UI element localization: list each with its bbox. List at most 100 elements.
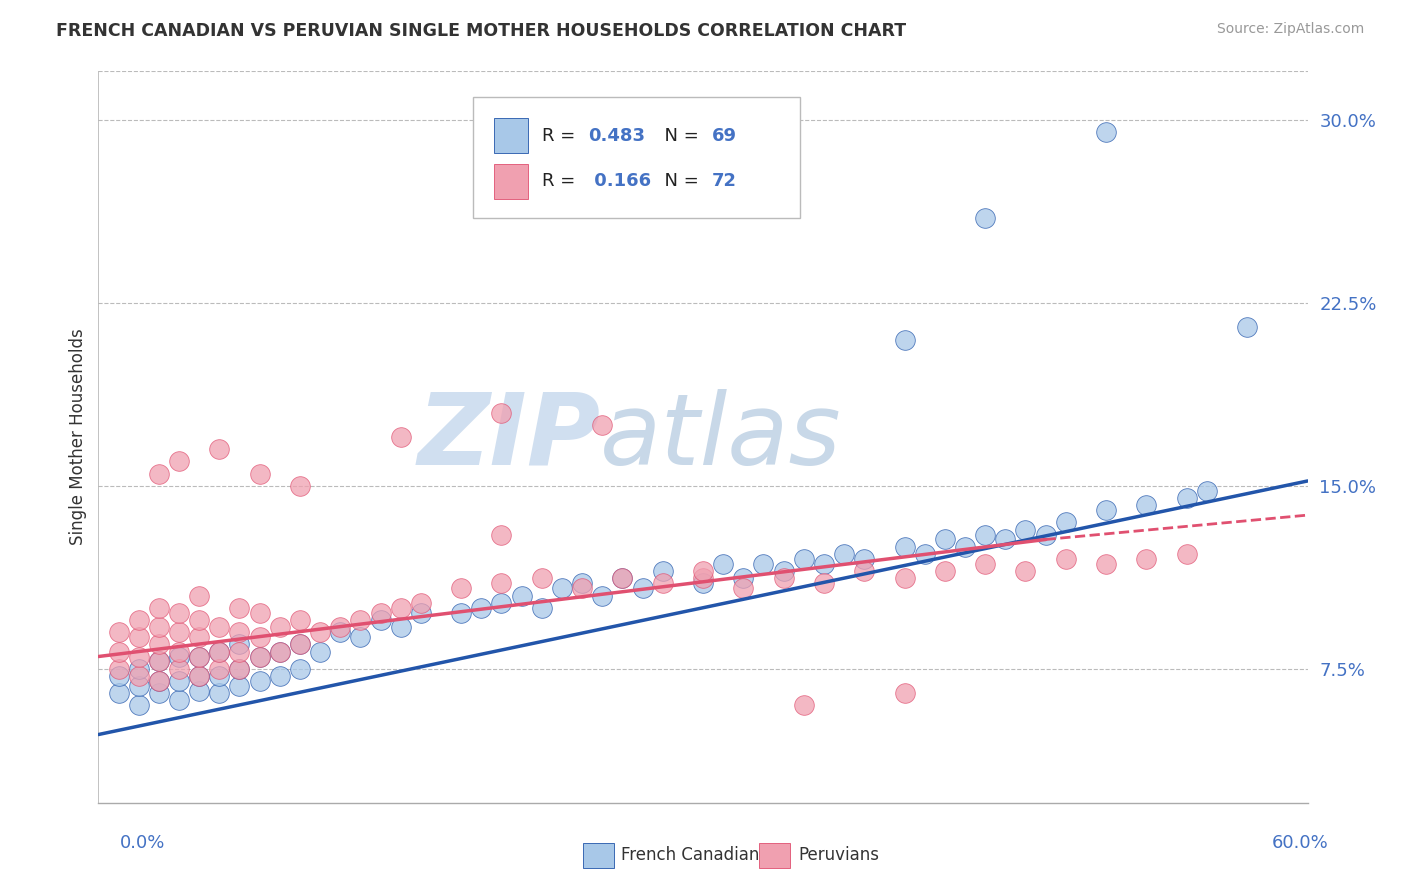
Point xyxy=(752,557,775,571)
Point xyxy=(249,649,271,664)
Point xyxy=(692,564,714,578)
Point xyxy=(733,581,755,595)
Point xyxy=(167,625,190,640)
Point xyxy=(692,576,714,591)
Point xyxy=(551,581,574,595)
Point xyxy=(249,673,271,688)
Point xyxy=(893,333,915,347)
Point xyxy=(389,600,412,615)
Point xyxy=(249,467,271,481)
Point xyxy=(409,606,432,620)
Point xyxy=(188,649,211,664)
Point xyxy=(228,645,250,659)
Point xyxy=(974,557,997,571)
Point xyxy=(1054,552,1077,566)
Point xyxy=(288,662,311,676)
Point xyxy=(389,430,412,444)
FancyBboxPatch shape xyxy=(494,164,527,200)
Point xyxy=(370,606,392,620)
Point xyxy=(269,645,291,659)
Point xyxy=(208,442,231,457)
Point xyxy=(591,417,613,432)
Point xyxy=(188,669,211,683)
FancyBboxPatch shape xyxy=(474,97,800,218)
Text: N =: N = xyxy=(654,127,704,145)
Point xyxy=(288,637,311,651)
Point xyxy=(249,630,271,644)
Point xyxy=(269,645,291,659)
Point xyxy=(530,572,553,586)
Text: 0.483: 0.483 xyxy=(588,127,645,145)
Point xyxy=(188,683,211,698)
Point xyxy=(329,620,352,634)
Point xyxy=(772,572,794,586)
Point xyxy=(128,679,150,693)
Point xyxy=(167,693,190,707)
Point xyxy=(228,662,250,676)
Point xyxy=(148,467,170,481)
Point xyxy=(309,645,332,659)
Point xyxy=(571,576,593,591)
Point xyxy=(1095,503,1118,517)
Point xyxy=(148,600,170,615)
Text: French Canadians: French Canadians xyxy=(621,846,769,863)
Point xyxy=(288,479,311,493)
Point xyxy=(1135,499,1157,513)
Point xyxy=(733,572,755,586)
Point xyxy=(651,576,673,591)
Point xyxy=(651,564,673,578)
Point xyxy=(329,625,352,640)
Point xyxy=(167,662,190,676)
Point xyxy=(128,698,150,713)
Point xyxy=(208,686,231,700)
Point xyxy=(389,620,412,634)
Point xyxy=(853,552,876,566)
Text: 0.0%: 0.0% xyxy=(120,834,165,852)
Point xyxy=(571,581,593,595)
Point xyxy=(832,547,855,561)
Text: R =: R = xyxy=(543,172,581,190)
Point xyxy=(491,596,513,610)
FancyBboxPatch shape xyxy=(494,118,527,153)
Point xyxy=(409,596,432,610)
Text: 69: 69 xyxy=(711,127,737,145)
Point xyxy=(148,673,170,688)
Point xyxy=(208,645,231,659)
Point xyxy=(1175,547,1198,561)
Text: 0.166: 0.166 xyxy=(588,172,651,190)
Point xyxy=(128,630,150,644)
Point xyxy=(1175,491,1198,505)
Text: R =: R = xyxy=(543,127,581,145)
Point xyxy=(249,606,271,620)
Point xyxy=(994,533,1017,547)
Point xyxy=(167,454,190,468)
Point xyxy=(208,669,231,683)
Point xyxy=(188,630,211,644)
Point xyxy=(349,613,371,627)
Point xyxy=(167,606,190,620)
Point xyxy=(470,600,492,615)
Point xyxy=(953,540,976,554)
Point xyxy=(914,547,936,561)
Point xyxy=(349,630,371,644)
Point xyxy=(1095,125,1118,139)
Point xyxy=(893,572,915,586)
Point xyxy=(269,669,291,683)
Point xyxy=(208,645,231,659)
Point xyxy=(228,600,250,615)
Point xyxy=(450,581,472,595)
Text: FRENCH CANADIAN VS PERUVIAN SINGLE MOTHER HOUSEHOLDS CORRELATION CHART: FRENCH CANADIAN VS PERUVIAN SINGLE MOTHE… xyxy=(56,22,907,40)
Point xyxy=(510,589,533,603)
Point xyxy=(128,669,150,683)
Point xyxy=(228,637,250,651)
Point xyxy=(167,645,190,659)
Point xyxy=(631,581,654,595)
Point xyxy=(974,211,997,225)
Point xyxy=(813,557,835,571)
Point xyxy=(853,564,876,578)
Point xyxy=(591,589,613,603)
Point xyxy=(1195,483,1218,498)
Point xyxy=(148,637,170,651)
Point xyxy=(974,527,997,541)
Point xyxy=(1035,527,1057,541)
